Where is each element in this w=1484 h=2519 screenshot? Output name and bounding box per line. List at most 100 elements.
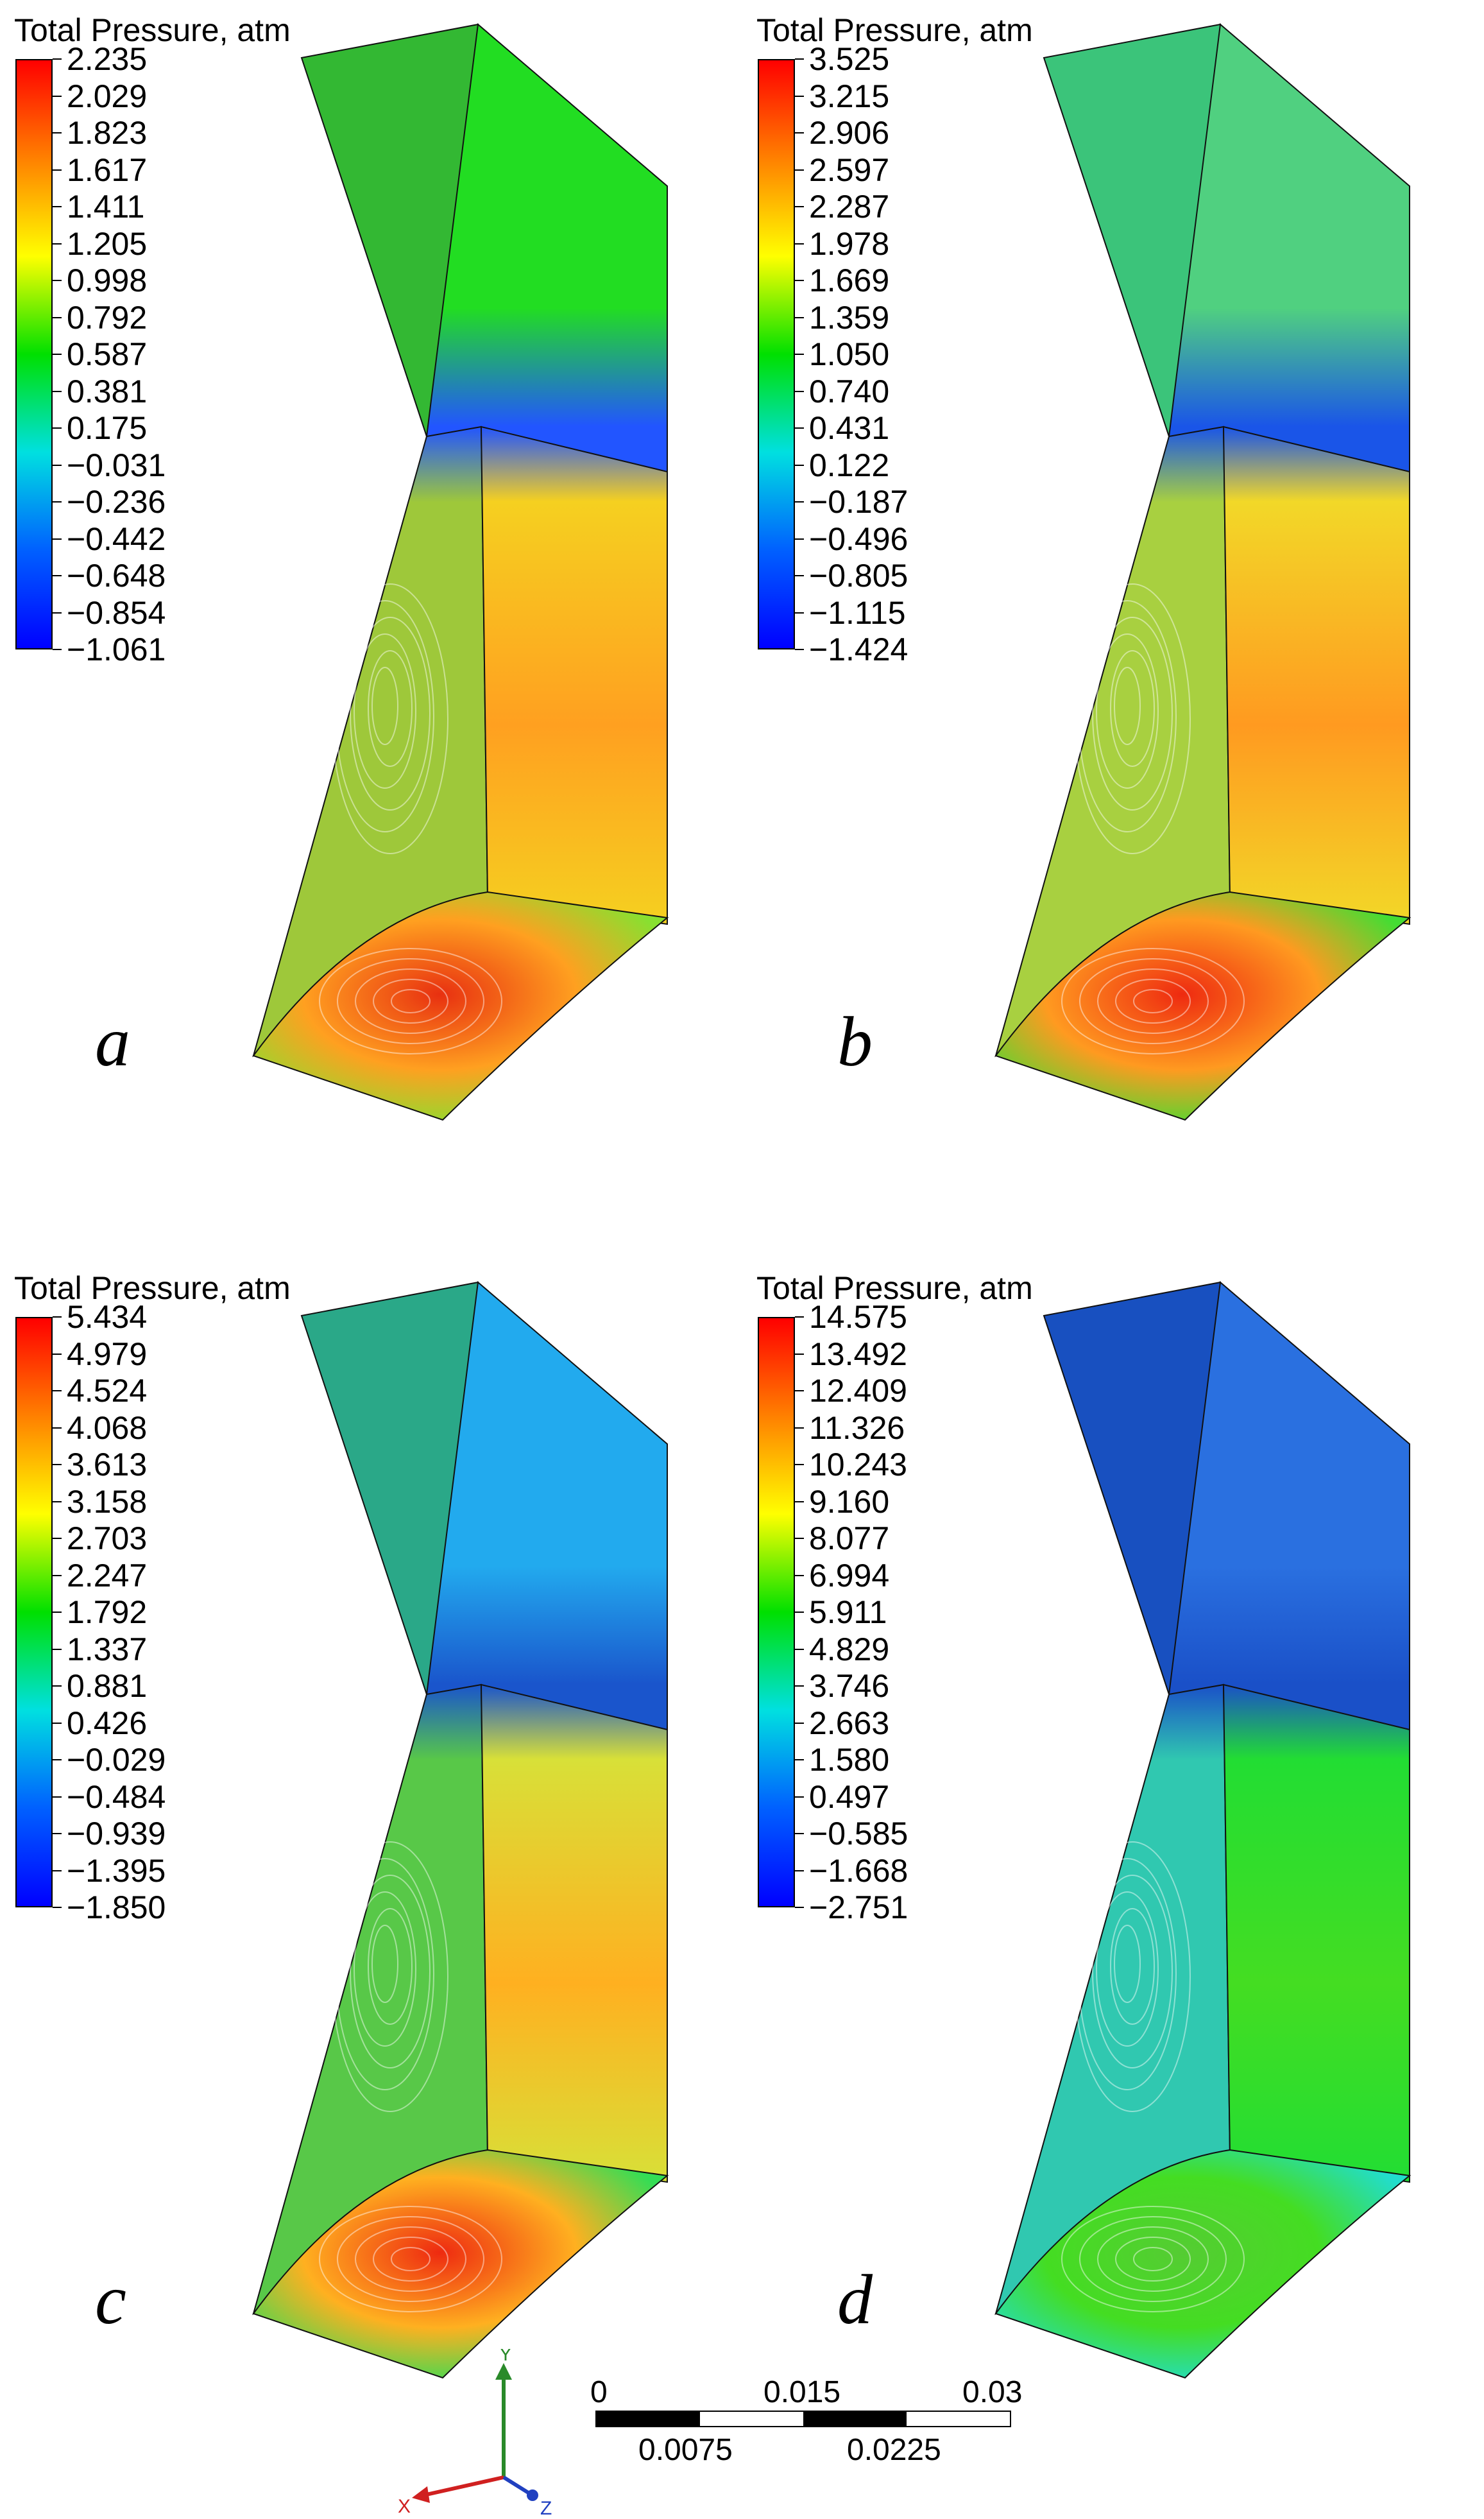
contour-line	[1092, 617, 1173, 811]
legend-title: Total Pressure, atm	[756, 12, 1033, 48]
contour-line	[368, 650, 413, 767]
colorbar-tick-label: 14.575	[795, 1299, 907, 1335]
colorbar-tick-label: −2.751	[794, 1889, 908, 1925]
contour-line	[1097, 2226, 1209, 2292]
colorbar-tick-label: 0.431	[794, 410, 890, 446]
legend-title: Total Pressure, atm	[14, 12, 291, 48]
contour-line	[350, 1875, 431, 2068]
contour-line	[1133, 989, 1173, 1013]
colorbar-tick-label: 2.247	[52, 1557, 148, 1594]
contour-line	[354, 633, 416, 789]
axis-y-label: Y	[499, 2349, 512, 2365]
colorbar-tick-label: 1.050	[794, 336, 890, 372]
lower-right-face	[1222, 1683, 1410, 2183]
contour-line	[337, 958, 484, 1044]
colorbar-tick-label: 2.906	[794, 115, 890, 151]
colorbar-tick-label: −0.029	[52, 1742, 166, 1778]
contour-line	[332, 1841, 448, 2112]
contour-line	[1110, 650, 1155, 767]
contour-line	[1074, 1841, 1191, 2112]
colorbar-tick-label: −0.648	[52, 558, 166, 594]
contour-line	[1078, 600, 1177, 832]
contour-line	[1061, 2206, 1245, 2312]
panel-d: Total Pressure, atm 14.575 13.492 12.409 11.…	[742, 1258, 1484, 2516]
colorbar-tick-label: 1.411	[52, 189, 145, 225]
contour-line	[1115, 979, 1191, 1024]
colorbar-tick-label: 2.597	[794, 151, 890, 188]
bottom-face	[994, 891, 1412, 1121]
colorbar-tick-label: 1.617	[52, 151, 148, 188]
colorbar-tick-label: −0.484	[52, 1778, 166, 1815]
contour-line	[355, 968, 466, 1034]
contour-line	[1079, 2216, 1227, 2302]
scale-bar	[595, 2411, 1011, 2427]
colorbar-tick-label: −0.585	[794, 1816, 908, 1852]
colorbar-tick-label: −0.805	[794, 558, 908, 594]
contour-line	[1114, 1925, 1141, 2003]
colorbar-tick-label: 3.215	[794, 78, 890, 114]
colorbar-tick-label: 0.122	[794, 447, 890, 483]
colorbar-tick-label: 3.613	[52, 1447, 148, 1483]
contour-line	[1133, 2247, 1173, 2271]
scale-label-0: 0	[590, 2375, 608, 2409]
colorbar-tick-label: 1.823	[52, 115, 148, 151]
contour-line	[368, 1908, 413, 2025]
colorbar-tick-label: −1.061	[52, 632, 166, 667]
colorbar-tick-label: 2.029	[52, 78, 148, 114]
colorbar-tick-label: 3.525	[794, 41, 890, 77]
pressure-contour-model	[994, 23, 1412, 1121]
scale-segment-2	[700, 2412, 803, 2426]
contour-line	[332, 583, 448, 854]
colorbar-tick-label: 2.663	[794, 1705, 890, 1741]
colorbar-tick-label: 0.587	[52, 336, 148, 372]
colorbar-tick-label: 0.881	[52, 1668, 148, 1704]
colorbar-tick-label: 1.359	[794, 299, 890, 336]
colorbar-tick-label: −1.668	[794, 1852, 908, 1889]
colorbar-tick-label: 0.381	[52, 373, 148, 409]
contour-line	[336, 1858, 434, 2090]
colorbar-tick-label: 1.337	[52, 1631, 148, 1667]
colorbar-tick-label: 2.235	[52, 41, 148, 77]
colorbar-tick-label: 0.426	[52, 1705, 148, 1741]
contour-line	[373, 2237, 448, 2282]
colorbar-tick-label: 2.703	[52, 1520, 148, 1556]
contour-line	[337, 2216, 484, 2302]
colorbar-tick-label: 4.524	[52, 1373, 148, 1409]
colorbar-tick-label: 9.160	[794, 1483, 890, 1520]
contour-line	[319, 948, 502, 1054]
scale-segment-4	[907, 2412, 1010, 2426]
colorbar-tick-label: 1.792	[52, 1594, 148, 1630]
colorbar-tick-label: 0.792	[52, 299, 148, 336]
colorbar	[758, 59, 795, 649]
colorbar-tick-label: 8.077	[794, 1520, 890, 1556]
axis-z-label: Z	[540, 2498, 552, 2519]
lower-right-face	[1222, 426, 1410, 925]
colorbar-tick-label: 5.911	[794, 1594, 887, 1630]
contour-line	[371, 1925, 398, 2003]
colorbar-tick-label: 12.409	[795, 1373, 907, 1409]
panel-b: Total Pressure, atm 3.525 3.215 2.906 2.597 2…	[742, 0, 1484, 1258]
contour-line	[391, 989, 431, 1013]
pressure-contour-model	[994, 1281, 1412, 2379]
colorbar-tick-label: 1.669	[794, 262, 890, 298]
colorbar-tick-label: 10.243	[795, 1447, 907, 1483]
colorbar-tick-label: −1.850	[52, 1889, 166, 1925]
colorbar-tick-label: 1.978	[794, 225, 890, 262]
bottom-face	[252, 2149, 669, 2379]
contour-line	[373, 979, 448, 1024]
colorbar-tick-label: −0.187	[794, 484, 908, 520]
colorbar-tick-label: −0.496	[794, 520, 908, 557]
lower-right-face	[480, 426, 668, 925]
colorbar-tick-label: 2.287	[794, 189, 890, 225]
colorbar-tick-label: 0.175	[52, 410, 148, 446]
contour-line	[1110, 1908, 1155, 2025]
colorbar-tick-label: 13.492	[795, 1336, 907, 1372]
axis-x-label: X	[398, 2496, 411, 2517]
contour-line	[391, 2247, 431, 2271]
scale-label-0015: 0.015	[763, 2375, 841, 2409]
bottom-face	[994, 2149, 1412, 2379]
colorbar	[15, 1317, 53, 1907]
legend-title: Total Pressure, atm	[756, 1270, 1033, 1306]
contour-line	[319, 2206, 502, 2312]
colorbar-tick-label: 0.998	[52, 262, 148, 298]
